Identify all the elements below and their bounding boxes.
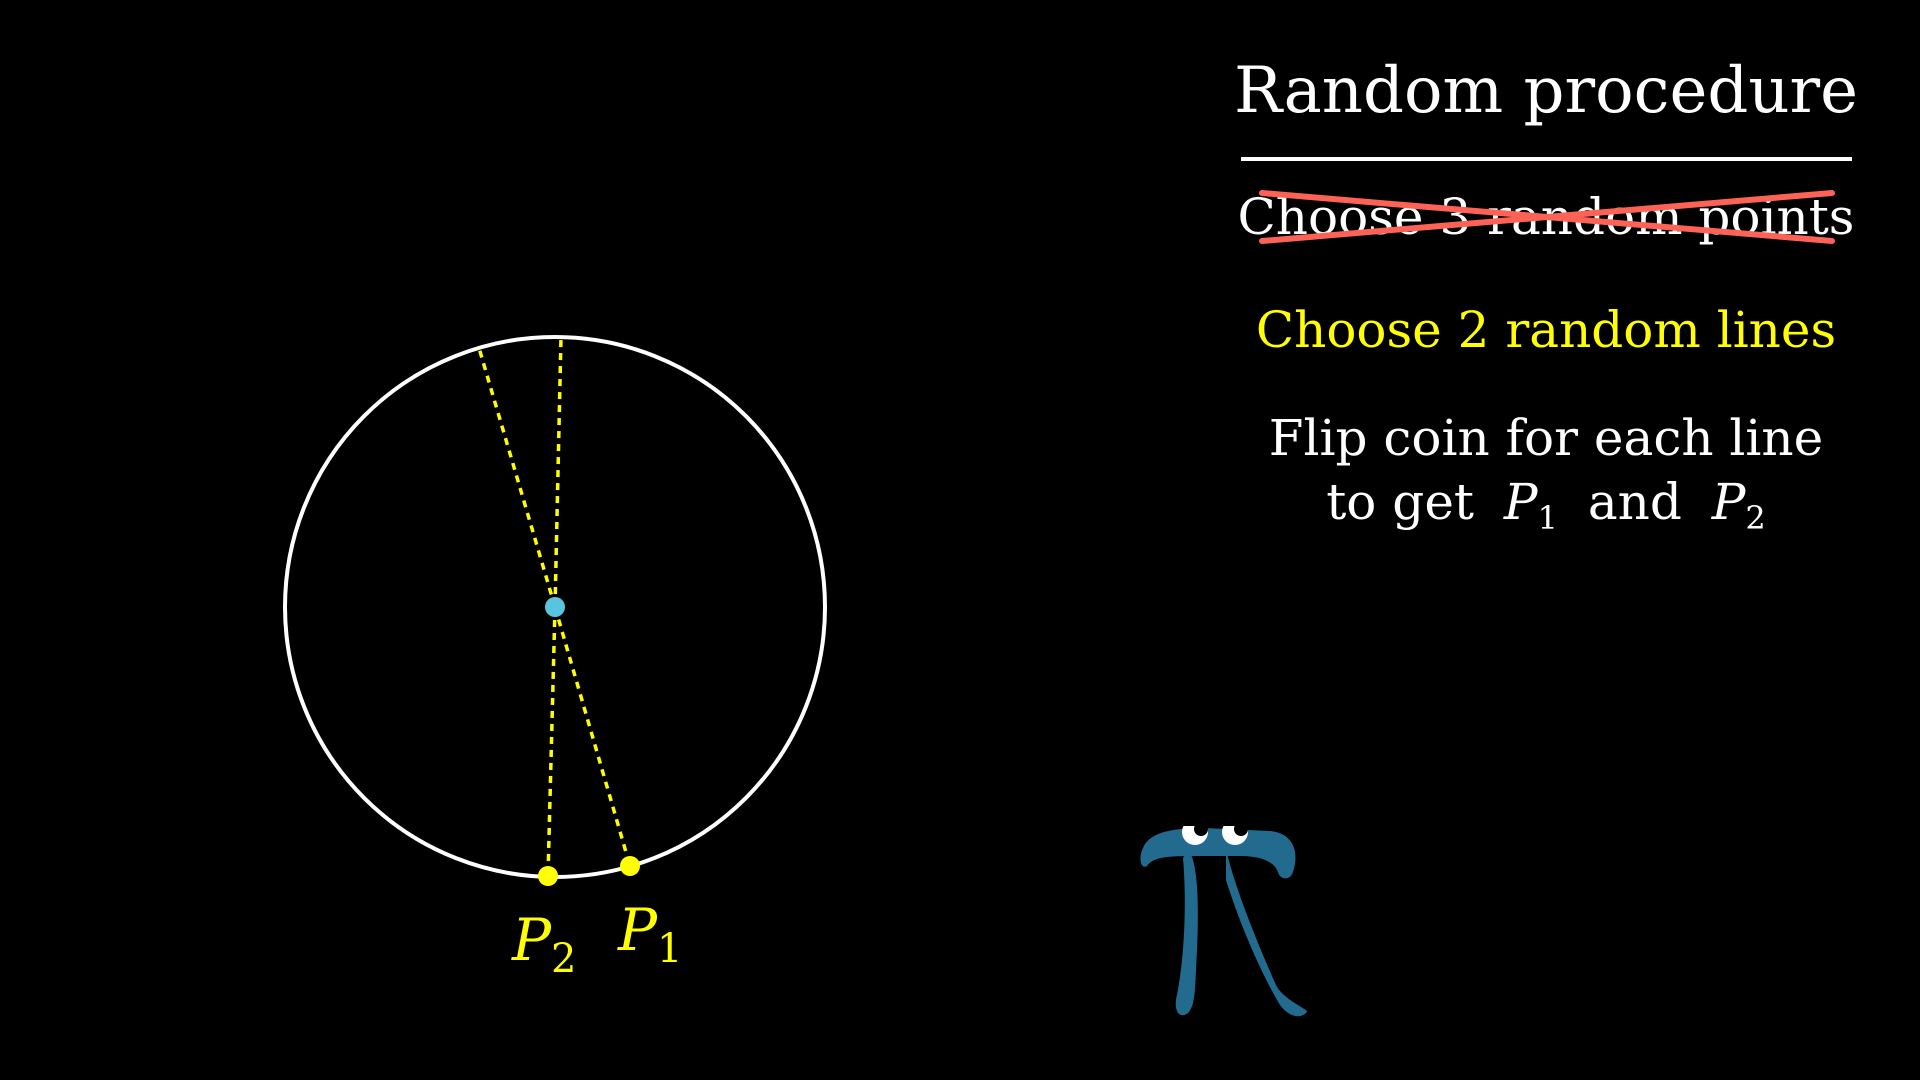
label-p2-sub: 2 (551, 936, 576, 982)
step-flip-p1-sub: 1 (1538, 499, 1558, 537)
step-flip-and: and (1588, 473, 1682, 531)
label-p1: P1 (617, 896, 682, 972)
step-flip-line1: Flip coin for each line (1269, 409, 1823, 467)
label-p2-letter: P (511, 906, 552, 974)
random-line-2-upper (553, 336, 563, 608)
step-flip-p2-sub: 2 (1745, 499, 1765, 537)
point-p2 (538, 866, 558, 886)
random-line-1-lower (553, 606, 632, 867)
step-flip-line2: to get P1 and P2 (1326, 473, 1766, 541)
center-point (545, 597, 565, 617)
cross-out-mark (1259, 190, 1835, 244)
step-flip-prefix: to get (1326, 473, 1474, 531)
step-choose-lines: Choose 2 random lines (1256, 301, 1836, 359)
step-flip-p1-letter: P (1503, 473, 1539, 531)
pi-creature-icon (1140, 812, 1308, 1017)
panel-title: Random procedure (1234, 54, 1858, 128)
label-p1-sub: 1 (657, 926, 682, 972)
random-line-2-lower (546, 606, 557, 877)
step-flip-p2-letter: P (1711, 473, 1747, 531)
point-p1 (620, 856, 640, 876)
circle-diagram: P1 P2 (283, 335, 827, 982)
label-p2: P2 (511, 906, 576, 982)
label-p1-letter: P (617, 896, 658, 964)
procedure-panel: Random procedure Choose 3 random points … (1234, 54, 1858, 541)
random-line-1-upper (477, 347, 557, 608)
